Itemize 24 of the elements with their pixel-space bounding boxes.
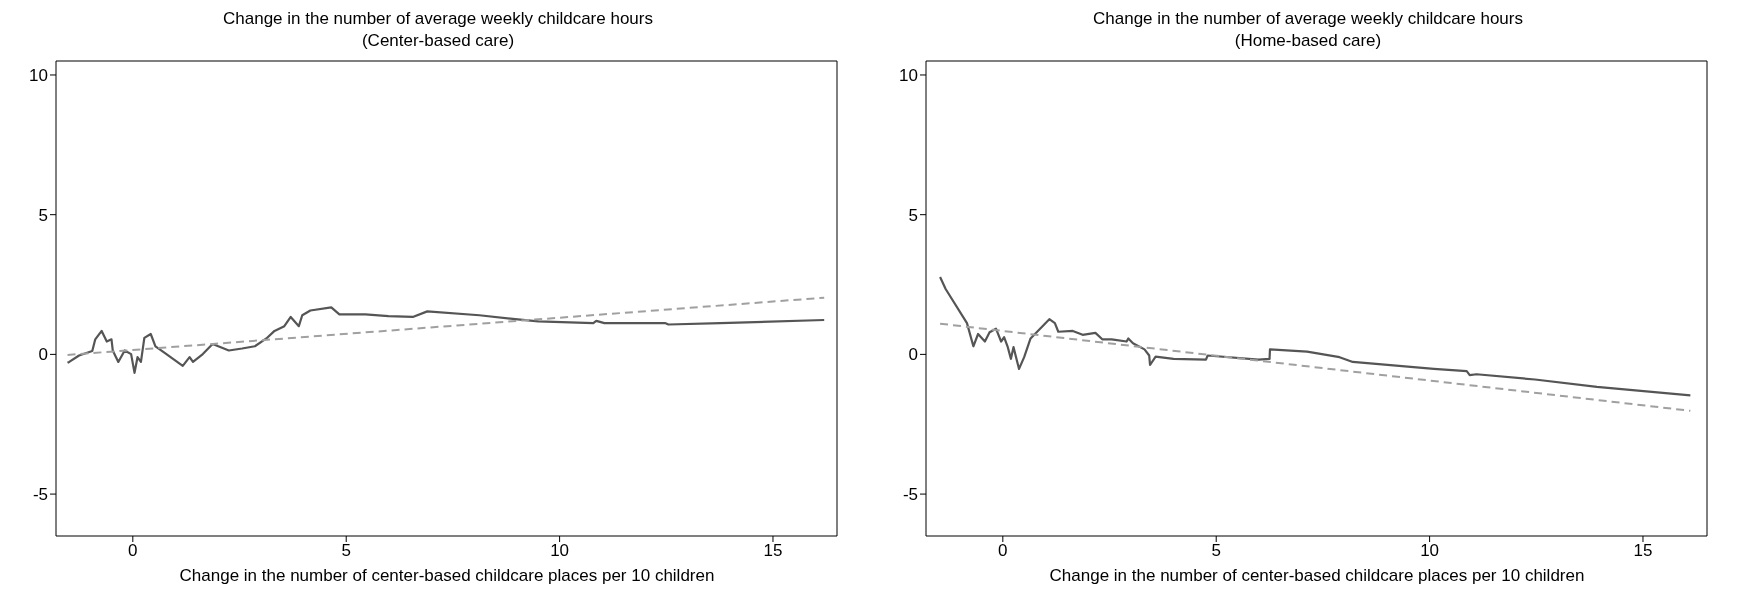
x-tick-label: 15 (763, 541, 783, 561)
x-tick-label: 0 (998, 541, 1008, 561)
x-tick-label: 10 (1420, 541, 1440, 561)
x-tick-label: 5 (1211, 541, 1221, 561)
x-tick-label: 0 (128, 541, 138, 561)
y-tick-label: 5 (38, 205, 48, 225)
y-tick-label: 10 (899, 66, 918, 86)
y-tick-label: 10 (29, 66, 48, 86)
x-tick-label: 10 (550, 541, 570, 561)
x-axis-title: Change in the number of center-based childcare places per 10 children (1048, 566, 1586, 586)
y-tick-label: 0 (38, 345, 48, 365)
y-tick-label: -5 (32, 485, 48, 505)
chart-subtitle: (Center-based care) (360, 30, 516, 52)
y-tick-label: 0 (908, 345, 918, 365)
chart-subtitle: (Home-based care) (1233, 30, 1383, 52)
x-tick-label: 5 (341, 541, 351, 561)
chart-title: Change in the number of average weekly childcare hours (1092, 8, 1524, 30)
chart-title: Change in the number of average weekly childcare hours (222, 8, 654, 30)
x-tick-label: 15 (1633, 541, 1653, 561)
line-series (66, 306, 826, 374)
y-tick-label: -5 (902, 485, 918, 505)
x-axis-title: Change in the number of center-based childcare places per 10 children (178, 566, 716, 586)
y-tick-label: 5 (908, 205, 918, 225)
line-series (938, 275, 1692, 397)
